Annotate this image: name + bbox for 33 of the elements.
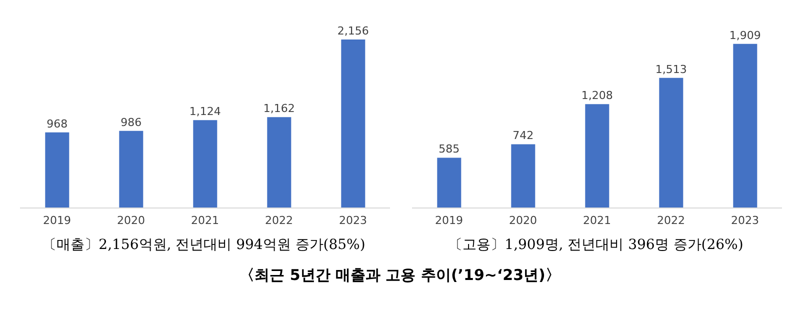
bar: [341, 39, 366, 208]
x-tick-label: 2019: [435, 214, 463, 227]
x-tick-label: 2020: [117, 214, 145, 227]
x-tick-label: 2021: [191, 214, 219, 227]
data-label: 1,513: [655, 62, 687, 76]
data-label: 1,208: [581, 89, 613, 102]
x-tick-label: 2020: [509, 214, 537, 227]
bar: [267, 117, 292, 208]
bar: [437, 158, 462, 208]
data-label: 1,162: [263, 102, 295, 116]
bar: [193, 120, 218, 208]
bar: [585, 104, 610, 208]
data-label: 1,909: [729, 28, 761, 42]
bar: [45, 132, 70, 208]
data-label: 986: [120, 116, 142, 129]
data-label: 968: [46, 117, 68, 130]
x-tick-label: 2019: [43, 214, 71, 227]
bar: [119, 130, 144, 208]
data-label: 742: [512, 129, 534, 142]
data-label: 2,156: [337, 24, 369, 38]
data-label: 585: [438, 142, 460, 156]
text: 〔고용〕1,909명, 전년대비 396명 증가(26%): [448, 236, 744, 254]
bar: [511, 144, 536, 208]
x-tick-label: 2023: [339, 214, 367, 227]
x-tick-label: 2023: [731, 214, 759, 227]
x-tick-label: 2022: [657, 214, 685, 227]
x-tick-label: 2021: [583, 214, 611, 227]
bar: [733, 44, 758, 208]
data-label: 1,124: [189, 105, 221, 118]
x-tick-label: 2022: [265, 214, 293, 227]
text: 〈최근 5년간 매출과 고용 추이(’19~‘23년)〉: [238, 266, 562, 285]
bar: [659, 78, 684, 208]
text: 〔매출〕2,156억원, 전년대비 994억원 증가(85%): [42, 236, 366, 254]
